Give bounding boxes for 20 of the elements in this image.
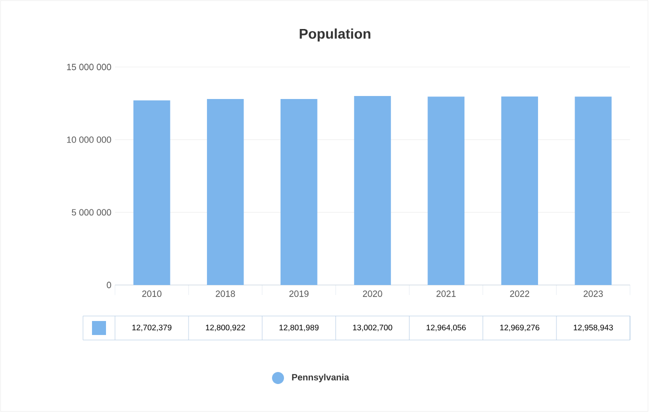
x-tick-label: 2022 [510, 290, 530, 297]
x-tick-label: 2020 [362, 290, 382, 297]
text: 13,002,700 [353, 324, 392, 332]
text: 12,801,989 [280, 324, 319, 332]
text: 12,702,379 [132, 324, 172, 332]
y-tick-label: 10 000 000 [67, 136, 112, 143]
text: 12,969,276 [500, 324, 540, 332]
text: 12,800,922 [206, 324, 245, 332]
x-tick-label: 2023 [584, 290, 603, 297]
x-tick-label: 2019 [289, 290, 309, 297]
x-tick-label: 2018 [216, 290, 235, 297]
legend-label: Pennsylvania [292, 374, 350, 382]
y-tick-label: 5 000 000 [72, 209, 112, 216]
x-tick-label: 2021 [436, 290, 456, 297]
chart-title: Population [300, 28, 370, 42]
y-tick-label: 0 [106, 282, 112, 288]
text: 12,964,056 [426, 324, 466, 332]
y-tick-label: 15 000 000 [67, 64, 112, 70]
text: 12,958,943 [574, 324, 613, 332]
x-tick-label: 2010 [142, 290, 162, 297]
